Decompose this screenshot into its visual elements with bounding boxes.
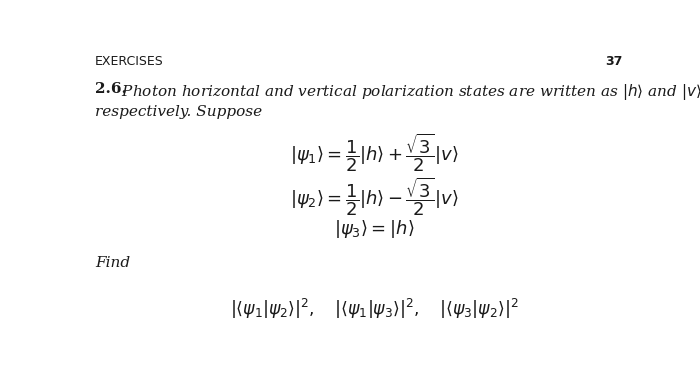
Text: $|\langle\psi_1|\psi_2\rangle|^2, \quad |\langle\psi_1|\psi_3\rangle|^2, \quad |: $|\langle\psi_1|\psi_2\rangle|^2, \quad …: [230, 296, 519, 321]
Text: EXERCISES: EXERCISES: [95, 55, 164, 69]
Text: $|\psi_2\rangle = \dfrac{1}{2}|h\rangle - \dfrac{\sqrt{3}}{2}|v\rangle$: $|\psi_2\rangle = \dfrac{1}{2}|h\rangle …: [290, 175, 459, 218]
Text: 37: 37: [605, 55, 622, 69]
Text: Find: Find: [95, 256, 130, 270]
Text: Photon horizontal and vertical polarization states are written as $|h\rangle$ an: Photon horizontal and vertical polarizat…: [118, 82, 700, 102]
Text: $|\psi_1\rangle = \dfrac{1}{2}|h\rangle + \dfrac{\sqrt{3}}{2}|v\rangle$: $|\psi_1\rangle = \dfrac{1}{2}|h\rangle …: [290, 131, 459, 174]
Text: respectively. Suppose: respectively. Suppose: [95, 105, 262, 119]
Text: $|\psi_3\rangle = |h\rangle$: $|\psi_3\rangle = |h\rangle$: [334, 218, 414, 240]
Text: 2.6.: 2.6.: [95, 82, 127, 96]
